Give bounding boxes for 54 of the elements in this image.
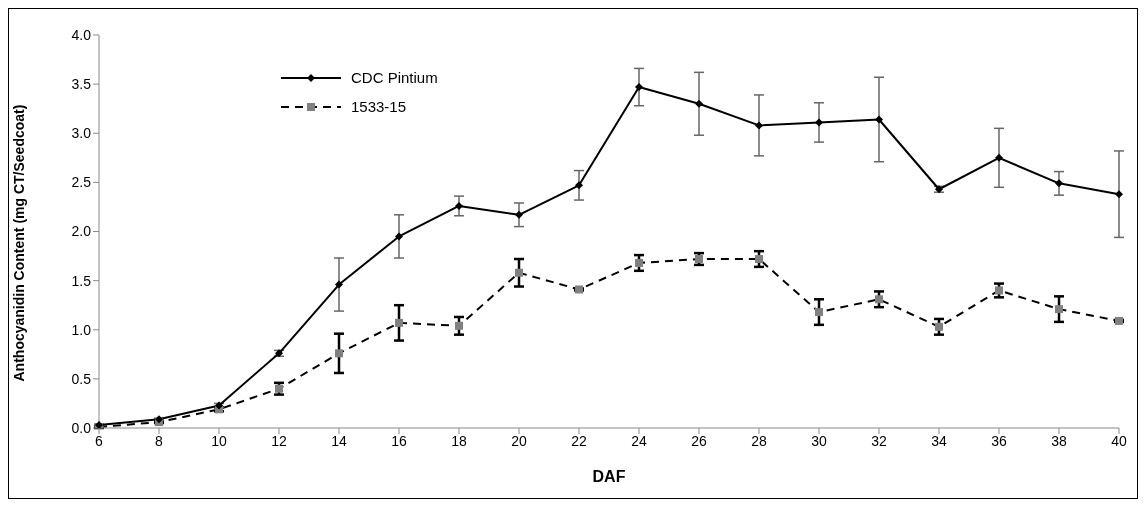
- x-tick-label: 34: [931, 432, 947, 449]
- y-axis-title: Anthocyanidin Content (mg CT/Seedcoat): [10, 104, 27, 382]
- point: [995, 153, 1003, 162]
- point: [1115, 190, 1123, 199]
- y-tick-label: 3.0: [71, 125, 92, 142]
- x-tick-label: 36: [991, 432, 1007, 449]
- x-tick-label: 40: [1111, 432, 1127, 449]
- x-tick-label: 14: [331, 432, 347, 449]
- y-tick-label: 4.0: [71, 26, 92, 43]
- point: [455, 321, 463, 330]
- x-tick-label: 18: [451, 432, 467, 449]
- point: [395, 232, 403, 241]
- y-tick-label: 0.5: [71, 370, 92, 387]
- x-tick-label: 12: [271, 432, 287, 449]
- point: [695, 99, 703, 108]
- point: [815, 118, 823, 127]
- point: [395, 318, 403, 327]
- point: [815, 308, 823, 317]
- x-tick-label: 26: [691, 432, 707, 449]
- x-axis-title: DAF: [592, 468, 626, 485]
- y-tick-label: 1.0: [71, 321, 92, 338]
- y-tick-label: 2.0: [71, 223, 92, 240]
- legend-label: CDC Pintium: [351, 69, 438, 86]
- point: [455, 201, 463, 210]
- point: [935, 322, 943, 331]
- x-tick-label: 16: [391, 432, 407, 449]
- point: [515, 268, 523, 277]
- x-tick-label: 8: [155, 432, 164, 449]
- y-tick-label: 1.5: [71, 272, 92, 289]
- x-tick-label: 38: [1051, 432, 1067, 449]
- y-tick-label: 0.0: [71, 419, 92, 436]
- point: [635, 258, 643, 267]
- x-tick-label: 30: [811, 432, 827, 449]
- x-tick-label: 20: [511, 432, 527, 449]
- point: [1055, 179, 1063, 188]
- y-tick-label: 3.5: [71, 76, 92, 93]
- point: [875, 295, 883, 304]
- x-tick-label: 28: [751, 432, 767, 449]
- x-tick-label: 24: [631, 432, 647, 449]
- x-tick-label: 10: [211, 432, 227, 449]
- point: [755, 121, 763, 130]
- x-tick-label: 6: [95, 432, 104, 449]
- x-tick-label: 22: [571, 432, 587, 449]
- point: [755, 255, 763, 264]
- point: [335, 280, 343, 289]
- point: [875, 115, 883, 124]
- y-tick-label: 2.5: [71, 174, 92, 191]
- x-tick-label: 32: [871, 432, 887, 449]
- point: [1055, 305, 1063, 314]
- point: [515, 210, 523, 219]
- point: [335, 349, 343, 358]
- point: [575, 181, 583, 190]
- legend-label: 1533-15: [351, 98, 407, 115]
- point: [635, 83, 643, 92]
